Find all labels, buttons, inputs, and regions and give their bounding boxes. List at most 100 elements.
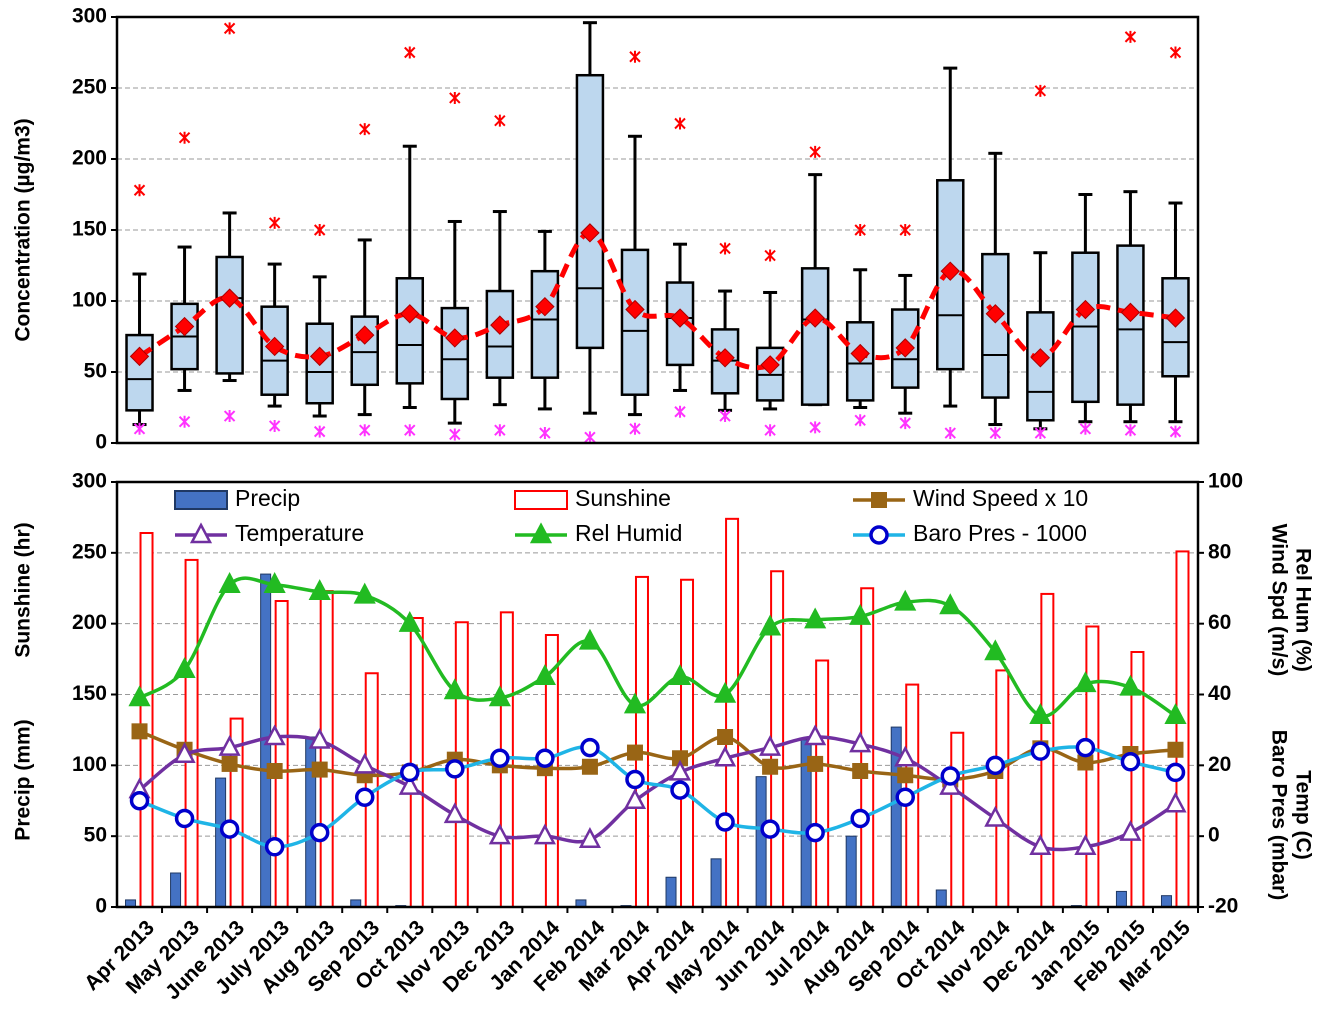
- mean-marker: [895, 338, 915, 358]
- marker: [1164, 703, 1187, 724]
- marker: [353, 752, 376, 774]
- y-tick-label: 300: [72, 5, 107, 28]
- marker: [626, 744, 643, 761]
- legend-label: Baro Pres - 1000: [913, 520, 1087, 546]
- marker: [490, 748, 510, 768]
- marker: [894, 745, 917, 767]
- marker: [1029, 703, 1052, 724]
- bar: [274, 600, 289, 908]
- outlier-low: [313, 425, 326, 438]
- bar: [139, 532, 154, 908]
- box: [125, 333, 154, 412]
- marker: [308, 579, 331, 601]
- bar: [634, 575, 649, 909]
- marker: [1029, 834, 1052, 856]
- marker: [488, 685, 511, 707]
- bar: [215, 777, 227, 908]
- marker: [625, 769, 645, 790]
- marker: [805, 822, 825, 843]
- outlier-low: [539, 427, 551, 440]
- outlier-high: [854, 224, 866, 236]
- outlier-high: [1169, 46, 1182, 59]
- marker: [894, 589, 917, 611]
- marker: [762, 758, 779, 775]
- y2-tick-label: 80: [1208, 540, 1231, 563]
- outlier-low: [133, 422, 146, 435]
- outlier-low: [944, 427, 956, 440]
- outlier-high: [313, 224, 326, 236]
- marker: [1074, 834, 1097, 856]
- outlier-high: [629, 50, 641, 63]
- bar: [184, 558, 199, 909]
- bar: [1175, 550, 1190, 909]
- marker: [985, 755, 1006, 776]
- plot-frame: [115, 480, 1200, 909]
- outlier-high: [133, 184, 146, 197]
- marker: [1167, 741, 1184, 758]
- marker: [849, 603, 872, 625]
- marker: [1075, 737, 1096, 758]
- y-tick-label: 150: [72, 682, 107, 705]
- mean-marker: [445, 328, 465, 348]
- line: [138, 576, 1177, 718]
- mean-marker: [129, 346, 150, 367]
- legend-item: Sunshine: [514, 485, 671, 511]
- mean-marker: [1030, 348, 1051, 368]
- mean-marker: [985, 304, 1006, 324]
- bar: [170, 872, 182, 908]
- marker: [1030, 741, 1051, 761]
- outlier-low: [854, 414, 866, 427]
- marker: [488, 823, 511, 845]
- y2-axis-title: Rel Hum (%): [1291, 548, 1314, 672]
- marker: [218, 734, 241, 756]
- marker: [670, 780, 690, 800]
- legend-item: Wind Speed x 10: [853, 485, 1088, 511]
- mean-line: [138, 230, 1176, 371]
- y-tick-label: 50: [84, 360, 107, 383]
- marker: [1119, 674, 1142, 696]
- y-tick-label: 100: [72, 753, 107, 776]
- y-tick-label: 150: [72, 218, 107, 241]
- y2-tick-label: 0: [1208, 824, 1220, 847]
- marker: [1164, 791, 1187, 813]
- legend-marker: [869, 525, 889, 545]
- marker: [623, 788, 647, 809]
- marker: [1119, 819, 1142, 841]
- legend-item: Baro Pres - 1000: [853, 520, 1087, 546]
- mean-marker: [490, 315, 510, 335]
- mean-marker: [355, 325, 375, 345]
- marker: [128, 685, 151, 707]
- mean-marker: [1120, 302, 1141, 323]
- mean-marker: [715, 348, 735, 368]
- bar: [950, 731, 965, 908]
- outlier-high: [719, 242, 731, 255]
- bar: [1160, 895, 1172, 908]
- bar: [1115, 890, 1127, 908]
- box: [620, 248, 650, 396]
- marker: [264, 837, 285, 857]
- outlier-high: [268, 216, 281, 229]
- marker: [173, 742, 196, 763]
- marker: [1077, 754, 1094, 771]
- legend-item: Temperature: [175, 520, 364, 546]
- marker: [940, 766, 961, 786]
- marker: [984, 805, 1007, 827]
- legend-item: Rel Humid: [515, 520, 682, 546]
- outlier-high: [178, 131, 191, 144]
- bar: [995, 669, 1010, 909]
- outlier-high: [674, 117, 686, 130]
- y2-axis-title: Baro Pres (mbar): [1267, 730, 1290, 900]
- outlier-low: [223, 410, 236, 423]
- marker: [443, 678, 466, 700]
- marker: [849, 731, 872, 753]
- mean-marker: [219, 288, 240, 308]
- marker: [623, 692, 647, 714]
- marker: [668, 664, 692, 686]
- outlier-low: [1169, 425, 1182, 438]
- marker: [1074, 671, 1097, 693]
- legend-label: Sunshine: [575, 485, 671, 511]
- y2-tick-label: 20: [1208, 753, 1231, 776]
- legend-label: Rel Humid: [575, 520, 682, 546]
- marker: [760, 819, 780, 839]
- marker: [445, 759, 465, 779]
